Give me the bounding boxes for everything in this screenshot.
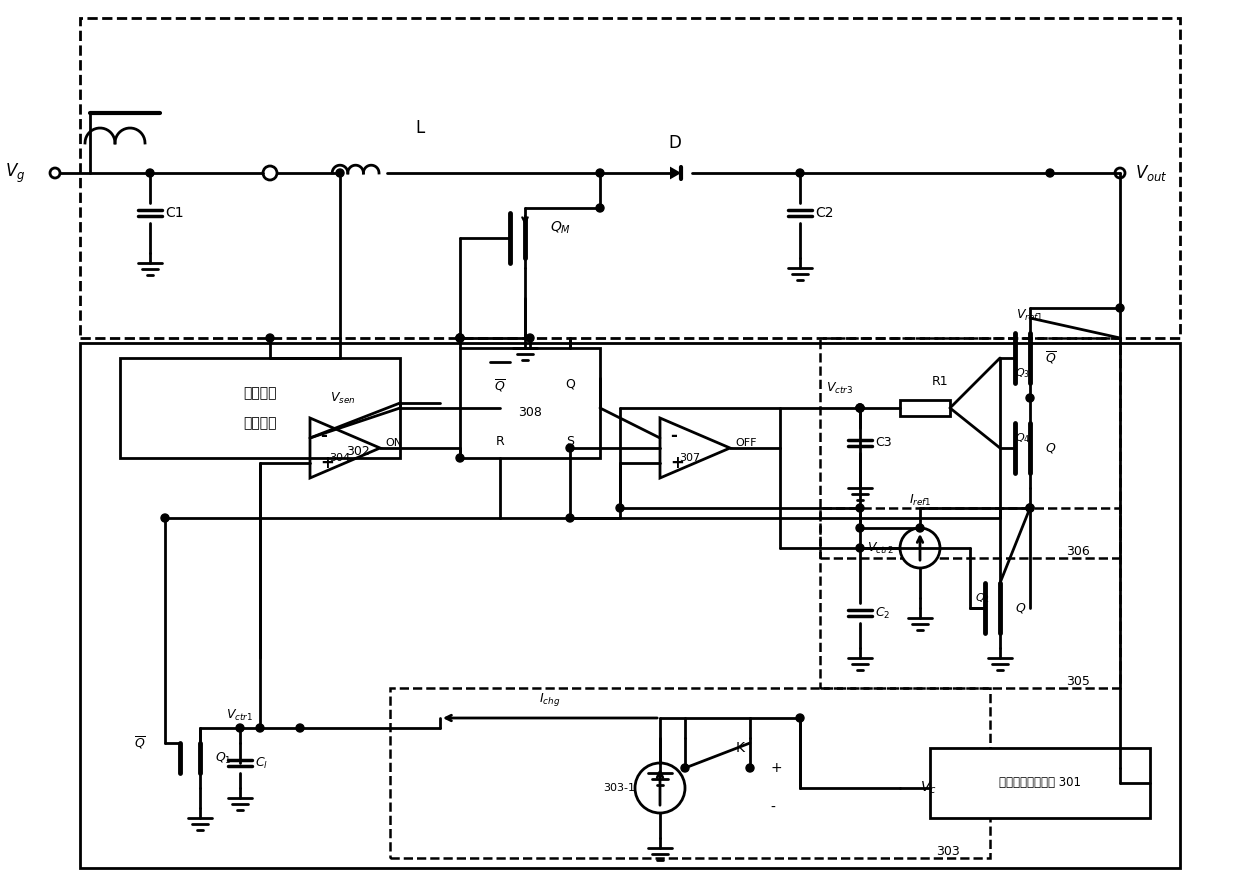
Circle shape xyxy=(1025,504,1034,512)
Circle shape xyxy=(856,404,864,412)
Circle shape xyxy=(916,524,924,532)
Text: 303: 303 xyxy=(936,845,960,858)
Circle shape xyxy=(596,204,604,212)
Circle shape xyxy=(263,166,277,180)
Circle shape xyxy=(681,764,689,772)
FancyBboxPatch shape xyxy=(120,358,401,458)
FancyBboxPatch shape xyxy=(81,343,1180,868)
Circle shape xyxy=(236,724,244,732)
Text: +: + xyxy=(670,454,684,472)
Circle shape xyxy=(796,169,804,177)
Circle shape xyxy=(856,404,864,412)
Text: $V_{sen}$: $V_{sen}$ xyxy=(330,391,356,406)
FancyBboxPatch shape xyxy=(930,748,1149,818)
Circle shape xyxy=(900,528,940,568)
Text: $V_{ctr3}$: $V_{ctr3}$ xyxy=(826,380,853,395)
Circle shape xyxy=(336,169,343,177)
Text: $V_c$: $V_c$ xyxy=(920,780,936,797)
Circle shape xyxy=(565,514,574,522)
Circle shape xyxy=(1116,304,1123,312)
Circle shape xyxy=(596,169,604,177)
Circle shape xyxy=(50,168,60,178)
Circle shape xyxy=(456,334,464,342)
Circle shape xyxy=(146,169,154,177)
Text: -: - xyxy=(770,801,775,815)
Text: $Q$: $Q$ xyxy=(1045,441,1056,455)
Text: $V_g$: $V_g$ xyxy=(5,162,25,185)
Text: $Q_4$: $Q_4$ xyxy=(1014,431,1030,445)
Circle shape xyxy=(856,524,864,532)
Circle shape xyxy=(161,514,169,522)
Bar xyxy=(900,400,950,416)
Text: $Q_1$: $Q_1$ xyxy=(215,750,232,765)
Text: 305: 305 xyxy=(1066,675,1090,688)
Circle shape xyxy=(1115,168,1125,178)
Circle shape xyxy=(1025,504,1034,512)
Text: R: R xyxy=(496,435,505,448)
Circle shape xyxy=(1047,169,1054,177)
Text: $I_{ref1}$: $I_{ref1}$ xyxy=(909,493,931,508)
Text: $V_{ref1}$: $V_{ref1}$ xyxy=(1017,308,1044,323)
Text: C3: C3 xyxy=(875,437,892,449)
Circle shape xyxy=(456,334,464,342)
Text: -: - xyxy=(320,427,327,445)
Text: D: D xyxy=(668,134,682,152)
Circle shape xyxy=(635,763,684,813)
Text: K: K xyxy=(735,741,744,755)
Text: $\overline{Q}$: $\overline{Q}$ xyxy=(134,734,146,751)
Text: $Q_M$: $Q_M$ xyxy=(551,220,572,236)
FancyBboxPatch shape xyxy=(460,348,600,458)
Circle shape xyxy=(746,764,754,772)
Text: C2: C2 xyxy=(815,206,833,220)
Circle shape xyxy=(616,504,624,512)
Text: ON: ON xyxy=(384,438,402,448)
Text: $Q_3$: $Q_3$ xyxy=(1016,366,1030,380)
Text: $C_2$: $C_2$ xyxy=(875,606,890,621)
Circle shape xyxy=(296,724,304,732)
Text: 308: 308 xyxy=(518,407,542,419)
Text: S: S xyxy=(565,435,574,448)
Text: L: L xyxy=(415,119,424,137)
Text: 输出电压反馈回路 301: 输出电压反馈回路 301 xyxy=(999,776,1081,789)
Text: 304: 304 xyxy=(330,453,351,463)
Circle shape xyxy=(565,444,574,452)
Text: 306: 306 xyxy=(1066,545,1090,558)
Text: -: - xyxy=(670,427,677,445)
Text: $V_{ctr1}$: $V_{ctr1}$ xyxy=(227,708,253,723)
Text: R1: R1 xyxy=(931,375,949,388)
Text: $V_{ctr2}$: $V_{ctr2}$ xyxy=(867,541,894,556)
Circle shape xyxy=(267,334,274,342)
Circle shape xyxy=(856,504,864,512)
Circle shape xyxy=(856,404,864,412)
Text: +: + xyxy=(770,761,781,775)
Text: $\overline{Q}$: $\overline{Q}$ xyxy=(494,378,506,394)
Text: Q: Q xyxy=(565,378,575,391)
Polygon shape xyxy=(670,167,681,179)
Text: C1: C1 xyxy=(165,206,184,220)
Circle shape xyxy=(856,544,864,552)
Circle shape xyxy=(1025,394,1034,402)
Circle shape xyxy=(456,454,464,462)
Text: $I_{chg}$: $I_{chg}$ xyxy=(539,691,560,708)
Text: OFF: OFF xyxy=(735,438,756,448)
Text: $Q_2$: $Q_2$ xyxy=(975,591,990,605)
Text: 303-1: 303-1 xyxy=(603,783,635,793)
Text: $Q$: $Q$ xyxy=(1016,601,1027,615)
Text: +: + xyxy=(320,454,334,472)
Circle shape xyxy=(526,334,534,342)
Text: $V_{out}$: $V_{out}$ xyxy=(1135,163,1168,183)
Text: $\overline{Q}$: $\overline{Q}$ xyxy=(1045,350,1056,366)
Text: 采样电路: 采样电路 xyxy=(243,416,277,430)
Text: $C_l$: $C_l$ xyxy=(255,756,268,771)
Text: 电感电流: 电感电流 xyxy=(243,386,277,400)
Text: 302: 302 xyxy=(346,445,370,458)
Circle shape xyxy=(796,714,804,722)
Text: 307: 307 xyxy=(680,453,701,463)
Circle shape xyxy=(456,334,464,342)
Circle shape xyxy=(255,724,264,732)
